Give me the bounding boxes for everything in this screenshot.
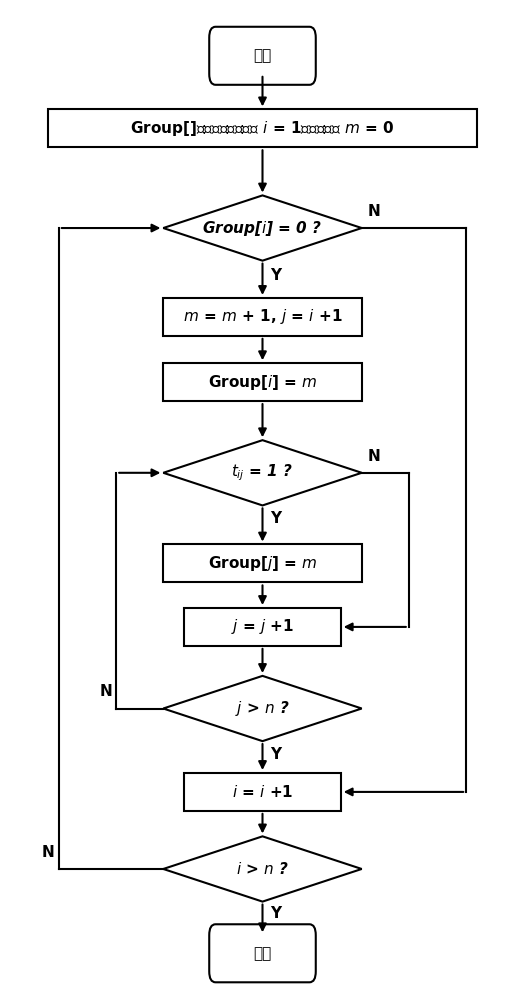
FancyBboxPatch shape <box>163 363 362 401</box>
Text: $i$ > $n$ ?: $i$ > $n$ ? <box>236 861 289 877</box>
FancyBboxPatch shape <box>184 608 341 646</box>
Text: Group[$i$] = 0 ?: Group[$i$] = 0 ? <box>202 219 323 238</box>
FancyBboxPatch shape <box>184 773 341 811</box>
Polygon shape <box>163 440 362 505</box>
FancyBboxPatch shape <box>163 298 362 336</box>
Text: Group[$j$] = $m$: Group[$j$] = $m$ <box>208 554 317 573</box>
FancyBboxPatch shape <box>163 544 362 582</box>
Text: $j$ = $j$ +1: $j$ = $j$ +1 <box>231 617 294 636</box>
Polygon shape <box>163 195 362 261</box>
Text: Y: Y <box>270 747 281 762</box>
Text: Y: Y <box>270 906 281 921</box>
Text: N: N <box>368 449 381 464</box>
Text: 开始: 开始 <box>254 48 271 63</box>
FancyBboxPatch shape <box>209 924 316 982</box>
Text: N: N <box>99 684 112 699</box>
Text: N: N <box>42 845 55 860</box>
Text: $i$ = $i$ +1: $i$ = $i$ +1 <box>232 784 293 800</box>
FancyBboxPatch shape <box>209 27 316 85</box>
Text: Y: Y <box>270 511 281 526</box>
Text: $t_{ij}$ = 1 ?: $t_{ij}$ = 1 ? <box>232 463 293 483</box>
Polygon shape <box>163 836 362 902</box>
Text: Group[$i$] = $m$: Group[$i$] = $m$ <box>208 373 317 392</box>
Text: N: N <box>368 204 381 219</box>
Text: $m$ = $m$ + 1, $j$ = $i$ +1: $m$ = $m$ + 1, $j$ = $i$ +1 <box>183 307 342 326</box>
Text: Group[]数组清零，节点号 $i$ = 1，连通片号 $m$ = 0: Group[]数组清零，节点号 $i$ = 1，连通片号 $m$ = 0 <box>130 119 395 138</box>
Text: $j$ > $n$ ?: $j$ > $n$ ? <box>235 699 290 718</box>
Text: Y: Y <box>270 268 281 283</box>
Polygon shape <box>163 676 362 741</box>
FancyBboxPatch shape <box>48 109 477 147</box>
Text: 结束: 结束 <box>254 946 271 961</box>
